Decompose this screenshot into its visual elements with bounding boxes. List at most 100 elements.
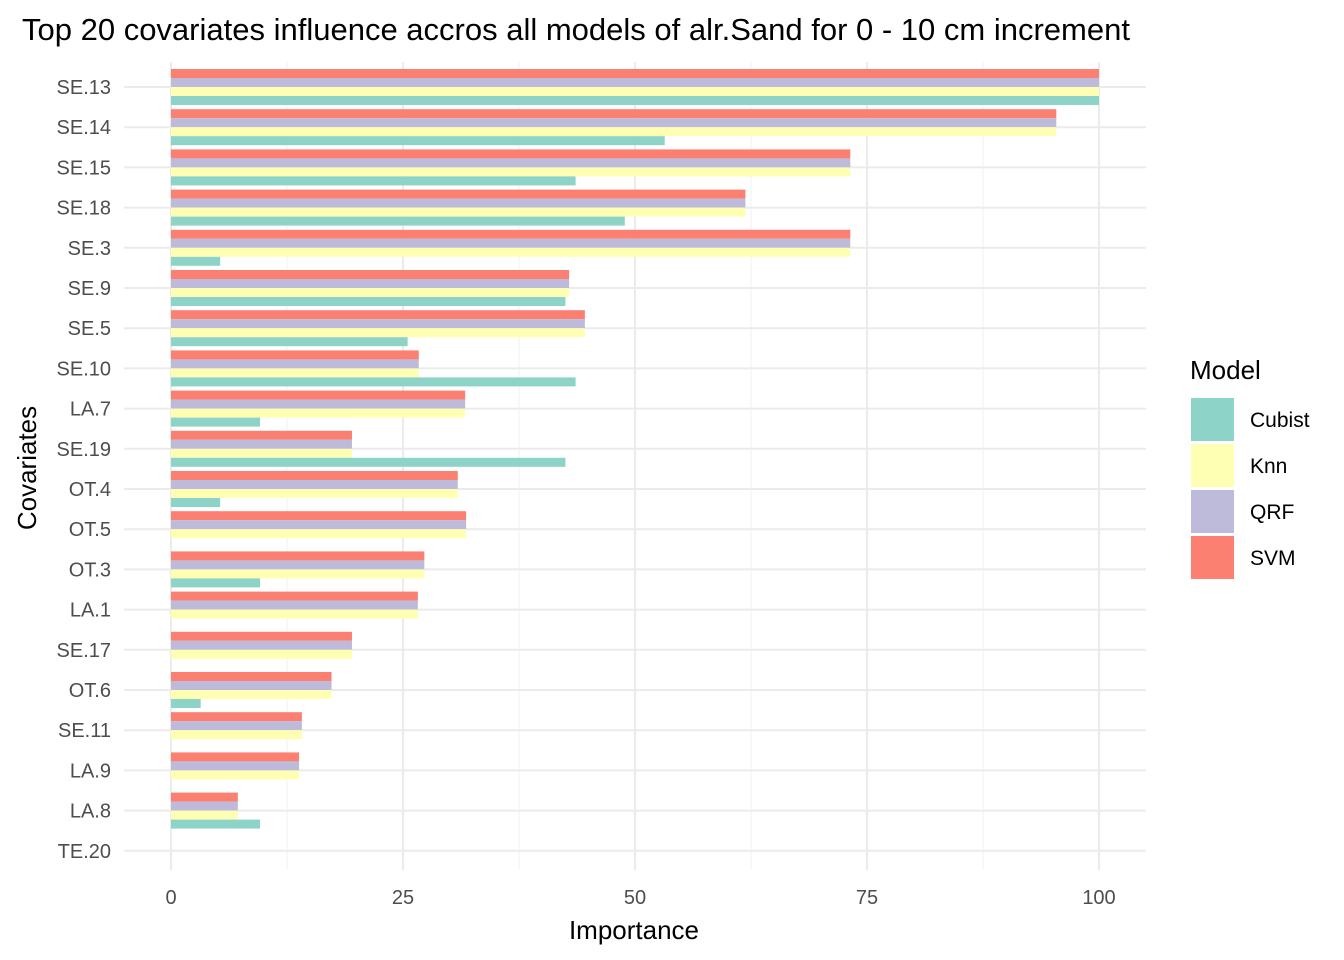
bar-knn-la-8 [171, 810, 238, 820]
bar-knn-la-1 [171, 609, 418, 619]
bar-svm-ot-6 [171, 672, 332, 681]
bar-qrf-ot-3 [171, 560, 425, 570]
bar-knn-ot-6 [171, 690, 332, 699]
bar-svm-se-10 [171, 350, 419, 360]
bar-cubist-la-7 [171, 417, 261, 427]
y-tick-label: SE.15 [57, 157, 111, 179]
x-tick-label: 0 [165, 887, 176, 909]
bar-qrf-se-3 [171, 238, 851, 248]
bar-qrf-se-15 [171, 158, 851, 168]
bar-cubist-se-5 [171, 337, 408, 347]
bar-knn-ot-3 [171, 569, 425, 579]
y-tick-label: LA.8 [70, 801, 111, 823]
bar-qrf-se-9 [171, 279, 570, 288]
bar-cubist-se-15 [171, 176, 576, 186]
bar-svm-ot-3 [171, 551, 425, 561]
bar-knn-se-17 [171, 649, 352, 659]
bar-cubist-se-13 [171, 96, 1099, 105]
y-tick-label: OT.4 [69, 479, 111, 501]
x-tick-label: 75 [856, 887, 878, 909]
bar-qrf-se-10 [171, 359, 419, 369]
bars [171, 69, 1099, 829]
y-tick-label: OT.5 [69, 519, 111, 541]
legend-label-cubist: Cubist [1250, 409, 1310, 432]
bar-knn-se-18 [171, 207, 746, 217]
bar-knn-ot-4 [171, 489, 458, 498]
bar-svm-la-1 [171, 591, 418, 601]
y-tick-label: SE.5 [68, 318, 111, 340]
bar-svm-se-17 [171, 631, 352, 641]
bar-qrf-ot-6 [171, 681, 332, 690]
chart-title: Top 20 covariates influence accros all m… [22, 12, 1130, 47]
y-tick-label: TE.20 [58, 841, 111, 863]
y-tick-label: LA.9 [70, 760, 111, 782]
y-tick-label: OT.3 [69, 559, 111, 581]
bar-svm-se-19 [171, 430, 352, 440]
bar-cubist-la-8 [171, 819, 261, 829]
legend-swatch-cubist [1191, 398, 1234, 441]
bar-svm-se-14 [171, 109, 1057, 119]
bar-knn-la-7 [171, 408, 466, 418]
bar-svm-se-9 [171, 270, 570, 279]
bar-svm-ot-4 [171, 471, 458, 480]
legend-swatch-knn [1191, 444, 1234, 487]
bar-cubist-se-14 [171, 136, 665, 146]
bar-knn-se-5 [171, 328, 585, 338]
legend-swatch-qrf [1191, 490, 1234, 533]
bar-knn-se-19 [171, 448, 352, 458]
bar-knn-se-14 [171, 127, 1057, 137]
y-tick-label: SE.14 [57, 117, 111, 139]
x-tick-label: 25 [392, 887, 414, 909]
bar-knn-la-9 [171, 770, 300, 780]
bar-qrf-la-8 [171, 801, 238, 811]
legend-swatch-svm [1191, 536, 1234, 579]
bar-knn-se-11 [171, 730, 302, 740]
bar-qrf-se-17 [171, 640, 352, 650]
bar-qrf-ot-4 [171, 480, 458, 489]
bar-qrf-la-7 [171, 399, 466, 409]
y-tick-label: SE.9 [68, 278, 111, 300]
bar-qrf-ot-5 [171, 520, 467, 530]
legend-title: Model [1190, 355, 1261, 385]
bar-svm-se-11 [171, 712, 302, 722]
legend-label-svm: SVM [1250, 547, 1296, 570]
bar-svm-se-18 [171, 189, 746, 199]
bar-svm-se-13 [171, 69, 1099, 78]
bar-qrf-se-18 [171, 198, 746, 208]
bar-cubist-se-10 [171, 377, 576, 387]
bar-svm-la-9 [171, 752, 300, 762]
bar-qrf-se-11 [171, 721, 302, 731]
y-tick-label: SE.17 [57, 640, 111, 662]
x-tick-labels: 0 25 50 75 100 [165, 887, 1115, 909]
bar-qrf-se-5 [171, 319, 585, 329]
bar-svm-la-8 [171, 792, 238, 802]
bar-cubist-se-19 [171, 457, 566, 467]
y-axis-title: Covariates [12, 406, 42, 530]
legend-label-knn: Knn [1250, 455, 1287, 478]
bar-knn-se-10 [171, 368, 419, 378]
y-tick-label: OT.6 [69, 680, 111, 702]
y-tick-label: SE.19 [57, 439, 111, 461]
x-tick-label: 100 [1082, 887, 1115, 909]
bar-cubist-se-9 [171, 297, 566, 306]
bar-cubist-ot-3 [171, 578, 261, 588]
bar-qrf-la-1 [171, 600, 418, 610]
legend: Model Cubist Knn QRF SVM [1190, 355, 1310, 579]
bar-knn-ot-5 [171, 529, 467, 539]
bar-svm-se-5 [171, 310, 585, 320]
y-tick-label: SE.13 [57, 77, 111, 99]
y-tick-label: LA.1 [70, 600, 111, 622]
bar-qrf-se-19 [171, 439, 352, 449]
bar-cubist-ot-6 [171, 699, 201, 708]
bar-svm-se-3 [171, 229, 851, 239]
bar-qrf-se-14 [171, 118, 1057, 128]
bar-knn-se-13 [171, 87, 1099, 96]
y-tick-label: SE.10 [57, 358, 111, 380]
bar-svm-la-7 [171, 390, 466, 400]
bar-svm-ot-5 [171, 511, 467, 521]
x-axis-title: Importance [569, 915, 699, 945]
bar-cubist-ot-4 [171, 498, 221, 507]
y-tick-labels: SE.13 SE.14 SE.15 SE.18 SE.3 SE.9 SE.5 SE.10 LA.… [57, 77, 111, 863]
bar-qrf-la-9 [171, 761, 300, 771]
